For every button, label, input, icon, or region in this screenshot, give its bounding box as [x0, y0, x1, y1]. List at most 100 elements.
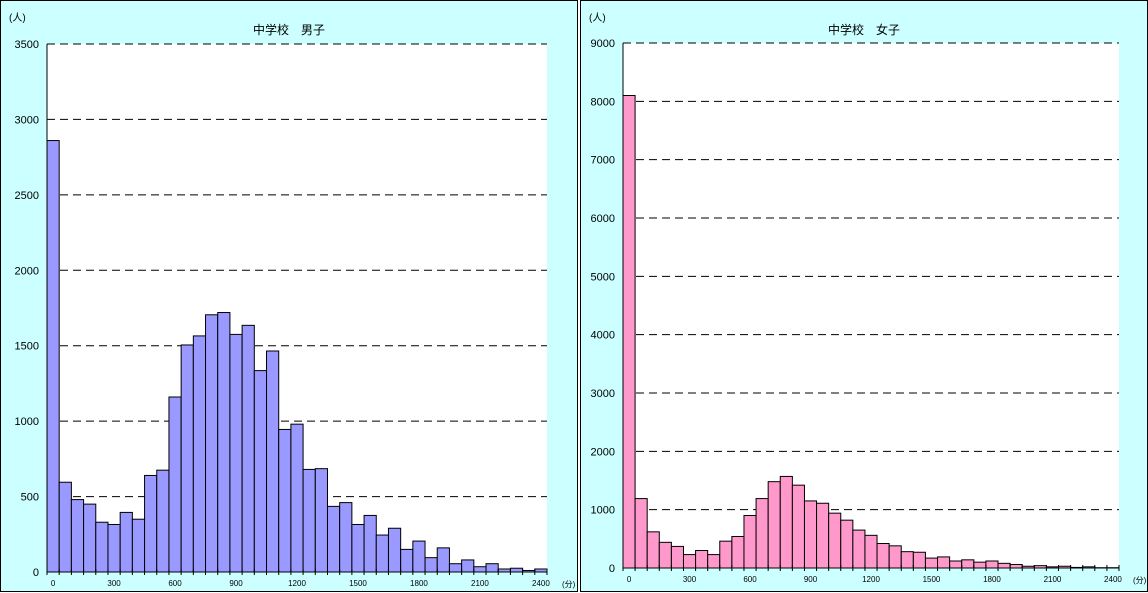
y-tick-label: 6000: [591, 213, 615, 225]
chart-title: 中学校 女子: [581, 21, 1147, 38]
histogram-bar: [462, 560, 474, 572]
histogram-bar: [449, 564, 461, 572]
histogram-bar: [303, 469, 315, 572]
histogram-bar: [853, 530, 865, 568]
histogram-bar: [780, 476, 792, 568]
y-tick-label: 2000: [15, 265, 39, 277]
histogram-bar: [877, 544, 889, 569]
histogram-bar: [889, 546, 901, 568]
x-tick-label: 600: [743, 575, 757, 584]
histogram-bar: [132, 519, 144, 572]
histogram-bar: [327, 506, 339, 572]
histogram-bar: [291, 424, 303, 572]
x-tick-label: 2400: [532, 579, 550, 588]
y-tick-label: 0: [609, 563, 615, 575]
histogram-bar: [659, 542, 671, 568]
histogram-bar: [696, 551, 708, 569]
y-tick-label: 0: [33, 567, 39, 579]
histogram-bar: [974, 562, 986, 568]
histogram-bar: [1010, 565, 1022, 569]
histogram-bar: [901, 552, 913, 568]
y-tick-label: 1000: [591, 505, 615, 517]
histogram-bar: [817, 503, 829, 568]
y-tick-label: 3000: [591, 388, 615, 400]
histogram-bar: [829, 513, 841, 568]
x-tick-label: 600: [168, 579, 182, 588]
x-tick-label: 300: [683, 575, 697, 584]
histogram-bar: [193, 336, 205, 572]
y-tick-label: 3000: [15, 114, 39, 126]
histogram-bar: [986, 561, 998, 568]
histogram-bar: [962, 560, 974, 568]
histogram-bar: [230, 334, 242, 572]
histogram-bar: [950, 561, 962, 568]
histogram-bar: [157, 470, 169, 572]
x-tick-label: 2100: [471, 579, 489, 588]
chart-title: 中学校 男子: [1, 21, 577, 38]
histogram-bar: [47, 141, 59, 572]
x-tick-label: 0: [51, 579, 56, 588]
x-axis-unit: (分): [1133, 575, 1146, 586]
histogram-bar: [804, 501, 816, 568]
histogram-bar: [732, 537, 744, 569]
histogram-bar: [998, 563, 1010, 568]
histogram-bar: [768, 482, 780, 568]
y-tick-label: 2000: [591, 446, 615, 458]
x-tick-label: 0: [627, 575, 632, 584]
histogram-bar: [925, 558, 937, 568]
y-tick-label: 1000: [15, 416, 39, 428]
histogram-bar: [792, 485, 804, 568]
histogram-bar: [635, 499, 647, 568]
histogram-bar: [169, 397, 181, 572]
y-tick-label: 3500: [15, 39, 39, 51]
histogram-bar: [242, 325, 254, 572]
x-tick-label: 2100: [1044, 575, 1062, 584]
y-tick-label: 9000: [591, 38, 615, 50]
histogram-bar: [756, 499, 768, 568]
boys-histogram: 0 500 1000 1500 2000 2500 3000 3500 0 300 600 900 12…: [1, 1, 579, 593]
histogram-bar: [388, 528, 400, 572]
histogram-bar: [340, 503, 352, 572]
histogram-bar: [59, 482, 71, 572]
histogram-bar: [938, 557, 950, 568]
histogram-bar: [401, 549, 413, 572]
histogram-bar: [671, 546, 683, 568]
histogram-bar: [376, 535, 388, 572]
x-tick-label: 900: [229, 579, 243, 588]
histogram-bar: [744, 516, 756, 569]
x-tick-label: 1800: [983, 575, 1001, 584]
y-tick-label: 7000: [591, 155, 615, 167]
histogram-bar: [145, 475, 157, 572]
histogram-bar: [352, 524, 364, 572]
histogram-bar: [254, 371, 266, 572]
x-tick-label: 1500: [349, 579, 367, 588]
histogram-bar: [315, 469, 327, 572]
plot-area: [623, 43, 1119, 568]
y-tick-label: 500: [21, 492, 39, 504]
x-tick-label: 300: [107, 579, 121, 588]
x-axis-unit: (分): [562, 579, 575, 590]
x-tick-label: 1800: [410, 579, 428, 588]
y-tick-label: 2500: [15, 190, 39, 202]
histogram-bar: [96, 522, 108, 572]
histogram-bar: [279, 429, 291, 572]
histogram-bar: [181, 345, 193, 572]
chart-panel-boys: 0 500 1000 1500 2000 2500 3000 3500 0 300 600 900 12…: [0, 0, 578, 592]
x-tick-label: 1500: [923, 575, 941, 584]
x-tick-label: 900: [804, 575, 818, 584]
histogram-bar: [720, 541, 732, 568]
histogram-bar: [413, 541, 425, 572]
histogram-bar: [510, 568, 522, 572]
histogram-bar: [437, 548, 449, 572]
histogram-bar: [108, 524, 120, 572]
y-tick-label: 5000: [591, 271, 615, 283]
histogram-bar: [267, 351, 279, 572]
histogram-bar: [84, 504, 96, 572]
y-tick-label: 8000: [591, 96, 615, 108]
histogram-bar: [913, 552, 925, 568]
histogram-bar: [425, 558, 437, 572]
histogram-bar: [841, 520, 853, 568]
histogram-bar: [218, 313, 230, 572]
x-tick-label: 1200: [288, 579, 306, 588]
